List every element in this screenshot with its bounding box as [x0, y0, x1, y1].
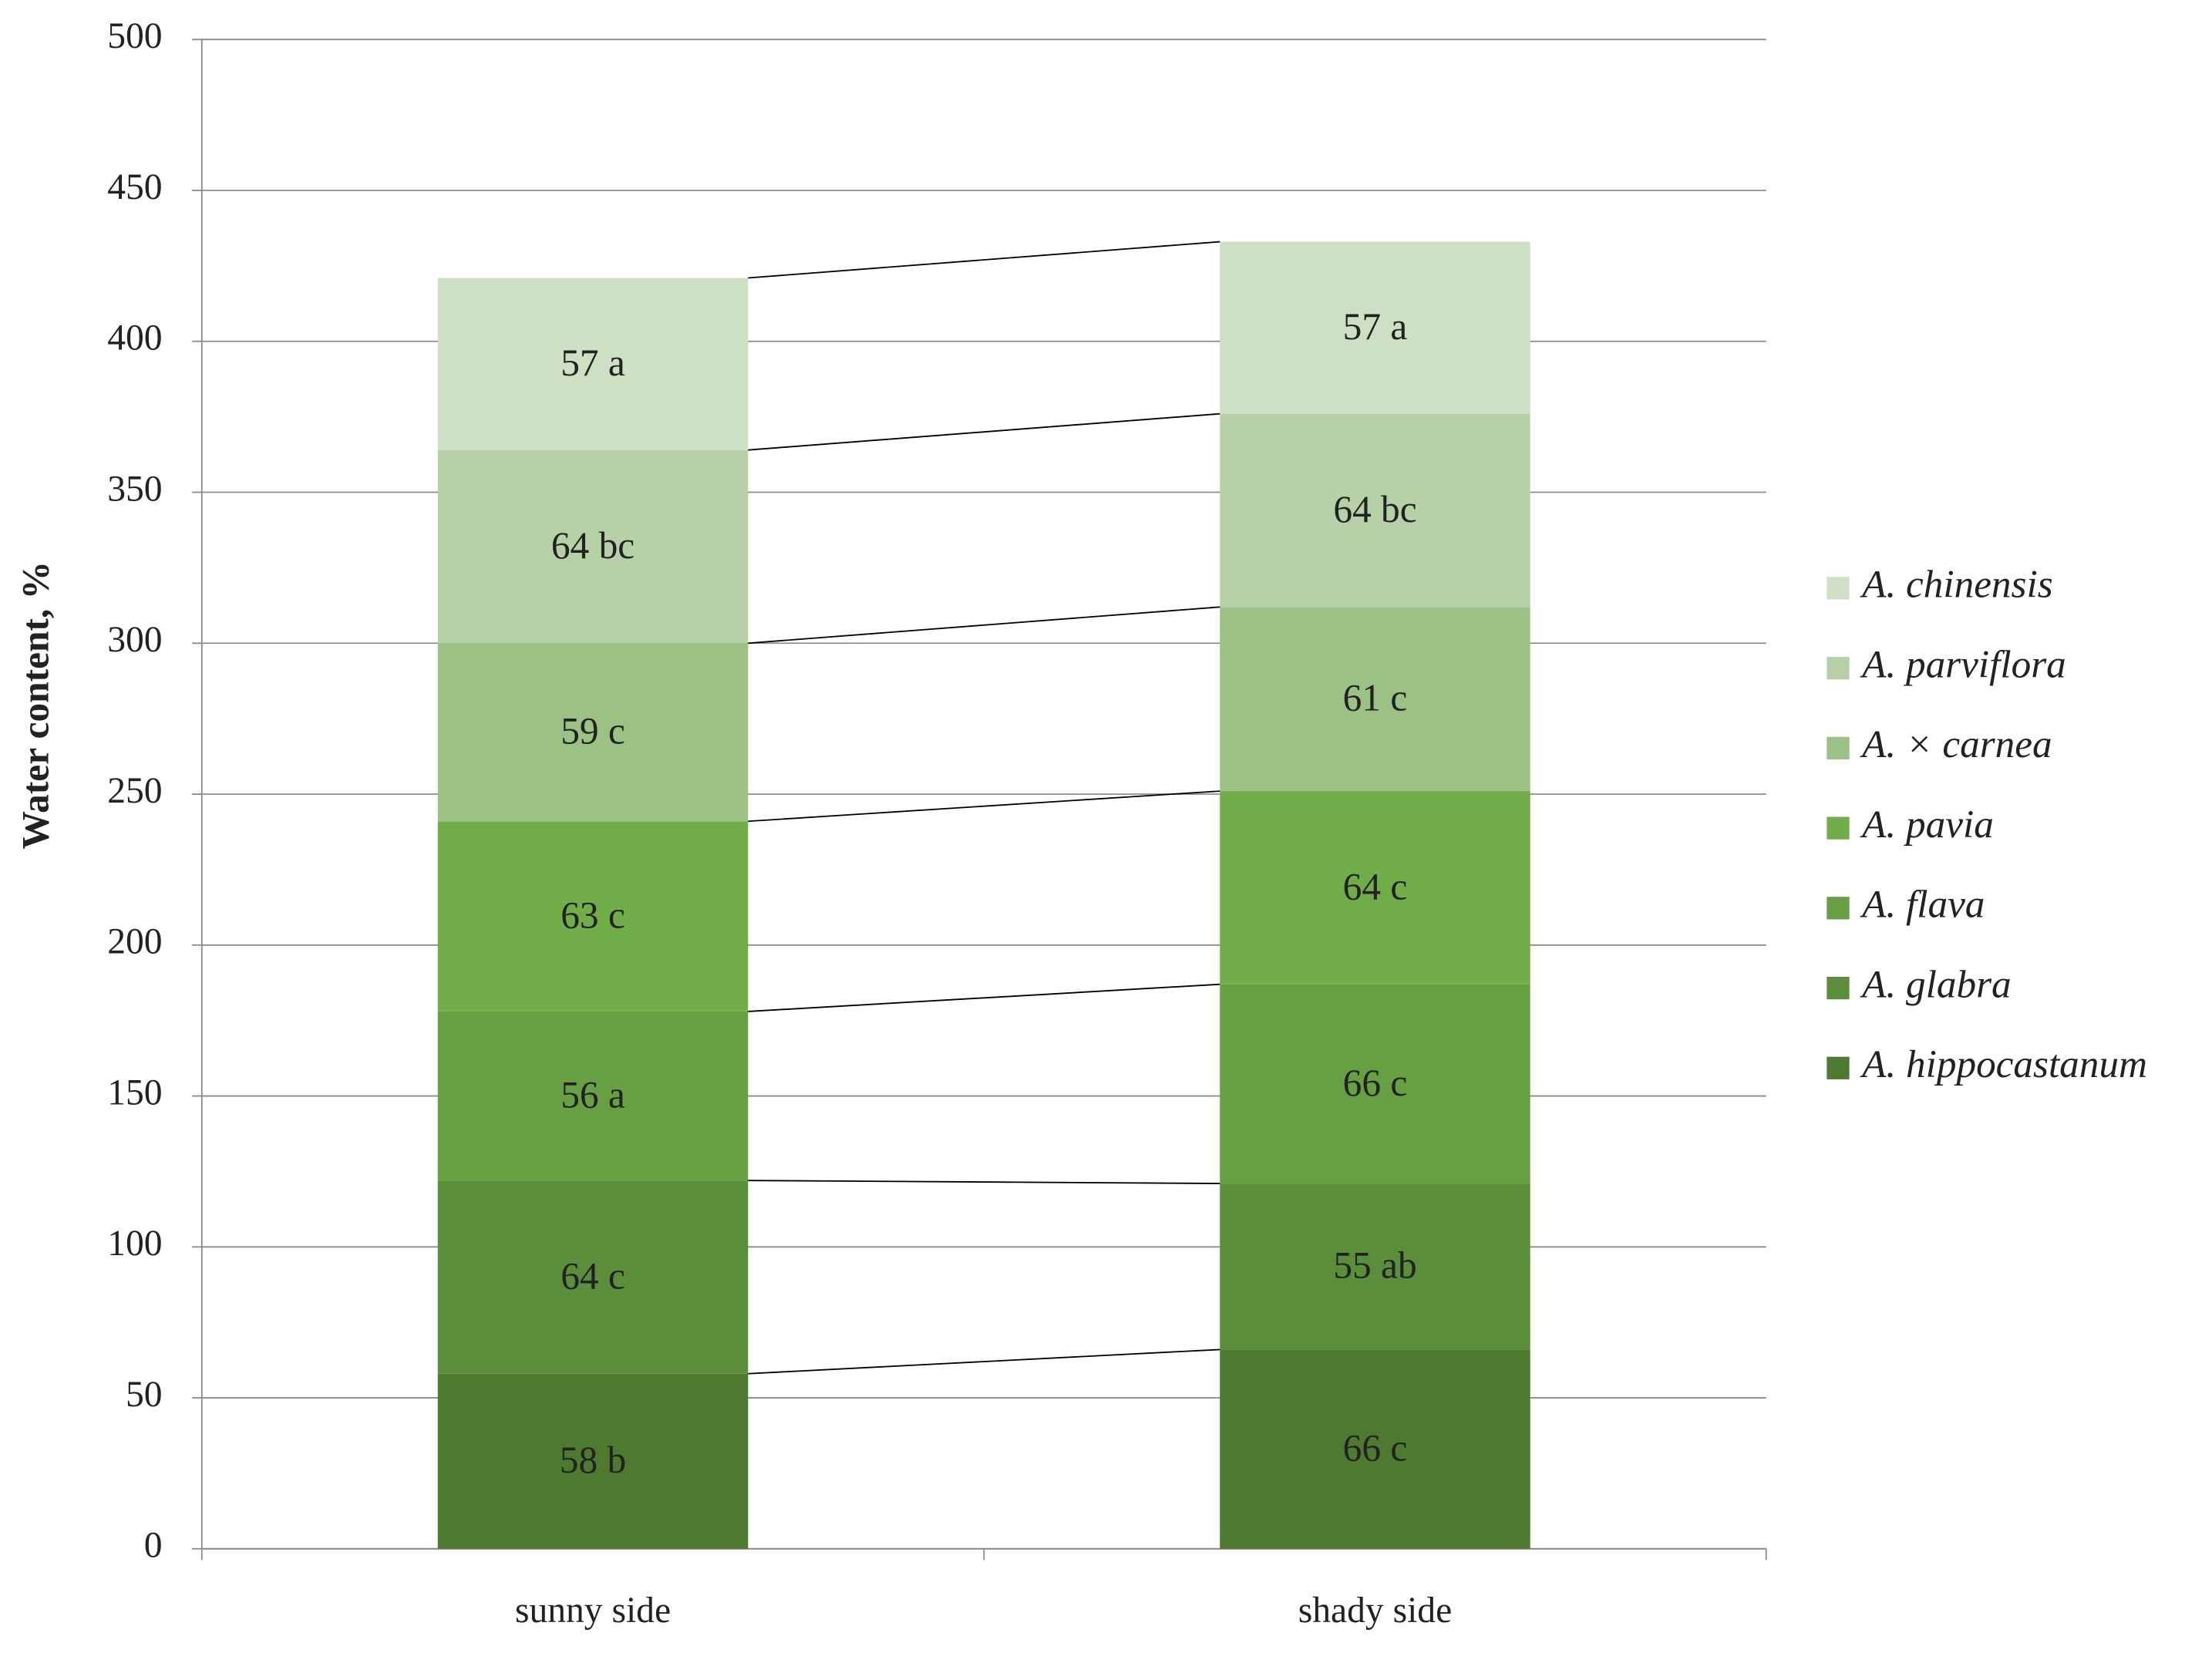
series-line — [748, 606, 1220, 645]
y-tick-label: 0 — [144, 1526, 163, 1566]
y-tick-label: 350 — [107, 469, 162, 509]
value-label: 61 c — [1343, 677, 1408, 719]
legend-label: A. parviflora — [1860, 642, 2066, 686]
bar-segment — [437, 1373, 749, 1549]
bar-segment — [1220, 413, 1530, 608]
value-label: 56 a — [561, 1074, 625, 1116]
value-label: 63 c — [561, 894, 625, 937]
value-label: 66 c — [1343, 1427, 1408, 1469]
series-line — [748, 241, 1220, 279]
bar-segment — [437, 449, 749, 644]
bar-segment — [1220, 241, 1530, 414]
legend-label: A. flava — [1860, 883, 1985, 927]
y-tick-label: 250 — [107, 771, 162, 811]
value-label: 58 b — [560, 1439, 626, 1481]
value-label: 57 a — [1343, 305, 1408, 348]
bar-segment — [437, 821, 749, 1012]
legend-swatch — [1826, 897, 1850, 920]
bar-segment — [437, 1180, 749, 1374]
series-line — [748, 1180, 1220, 1184]
value-label: 57 a — [561, 342, 625, 384]
y-tick-label: 50 — [126, 1375, 163, 1415]
legend-swatch — [1826, 657, 1850, 680]
value-label: 66 c — [1343, 1062, 1408, 1104]
legend-swatch — [1826, 577, 1850, 600]
y-axis-label: Water content, % — [15, 561, 57, 849]
y-tick-label: 300 — [107, 620, 162, 660]
legend-label: A. hippocastanum — [1860, 1042, 2147, 1086]
bar-segment — [437, 643, 749, 822]
series-line — [748, 983, 1220, 1012]
value-label: 64 c — [1343, 865, 1408, 907]
bar-segment — [1220, 1183, 1530, 1350]
bar-segment — [1220, 791, 1530, 985]
bar-segment — [1220, 984, 1530, 1184]
bar-segment — [437, 1011, 749, 1181]
x-tick-label: sunny side — [515, 1591, 671, 1631]
value-label: 64 bc — [1333, 488, 1416, 530]
x-tick-label: shady side — [1298, 1591, 1452, 1631]
value-label: 64 c — [561, 1254, 625, 1297]
legend-swatch — [1826, 736, 1850, 760]
y-tick-label: 100 — [107, 1224, 162, 1264]
value-label: 55 ab — [1333, 1244, 1416, 1287]
y-tick-label: 400 — [107, 318, 162, 359]
series-line — [748, 1348, 1220, 1375]
bar-segment — [437, 278, 749, 450]
y-tick-label: 450 — [107, 167, 162, 207]
legend-swatch — [1826, 1056, 1850, 1079]
bar-segment — [1220, 607, 1530, 792]
legend-swatch — [1826, 976, 1850, 1000]
value-label: 64 bc — [551, 524, 635, 567]
series-line — [748, 412, 1220, 451]
legend-label: A. pavia — [1860, 803, 1994, 847]
value-label: 59 c — [561, 710, 625, 752]
y-tick-label: 500 — [107, 16, 162, 56]
legend-label: A. chinensis — [1860, 563, 2053, 607]
legend-label: A. × carnea — [1860, 722, 2052, 766]
y-tick-label: 150 — [107, 1072, 162, 1113]
y-tick-label: 200 — [107, 922, 162, 962]
series-line — [748, 790, 1220, 823]
bar-segment — [1220, 1349, 1530, 1549]
legend-swatch — [1826, 816, 1850, 840]
legend-label: A. glabra — [1860, 962, 2012, 1006]
